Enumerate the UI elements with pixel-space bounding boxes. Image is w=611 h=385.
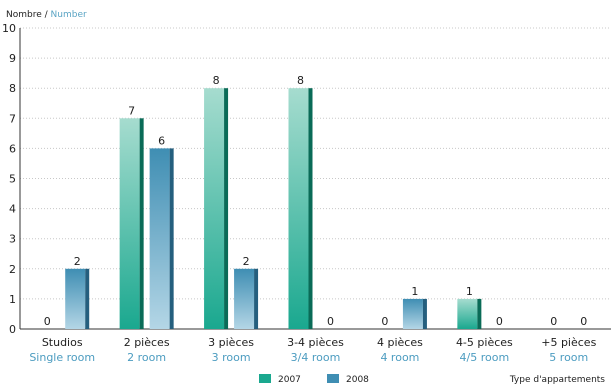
value-label-2007: 0 <box>550 315 557 328</box>
y-tick-label: 5 <box>9 173 16 186</box>
y-tick-label: 2 <box>9 263 16 276</box>
bar-2007 <box>457 298 478 329</box>
bar-edge-2007 <box>224 88 229 329</box>
category-label-en: Single room <box>29 351 95 364</box>
category-label-fr: 4 pièces <box>377 336 423 349</box>
bar-2007 <box>204 88 225 329</box>
category-label-en: 5 room <box>549 351 588 364</box>
y-tick-label: 1 <box>9 293 16 306</box>
category-label-en: 4/5 room <box>460 351 510 364</box>
y-tick-label: 7 <box>9 112 16 125</box>
value-label-2008: 1 <box>411 285 418 298</box>
value-label-2008: 2 <box>74 255 81 268</box>
legend-swatch-2007 <box>259 374 271 383</box>
bar-2008 <box>402 298 423 329</box>
value-label-2007: 8 <box>297 74 304 87</box>
bar-edge-2008 <box>422 298 427 329</box>
y-tick-label: 4 <box>9 203 16 216</box>
bar-edge-2008 <box>169 148 174 329</box>
bars <box>65 88 482 329</box>
value-label-2007: 1 <box>466 285 473 298</box>
category-label-fr: 3 pièces <box>208 336 254 349</box>
value-label-2008: 0 <box>496 315 503 328</box>
y-tick-label: 0 <box>9 323 16 336</box>
bar-2008 <box>149 148 170 329</box>
value-labels: 0 2 7 6 8 2 8 0 0 1 1 0 0 0 <box>44 74 588 328</box>
legend-label-2007: 2007 <box>278 375 301 385</box>
y-tick-label: 3 <box>9 233 16 246</box>
y-tick-label: 8 <box>9 82 16 95</box>
y-axis-title-fr: Nombre <box>6 10 42 20</box>
category-label-fr: 3-4 pièces <box>287 336 344 349</box>
bar-edge-2007 <box>139 118 144 329</box>
legend-swatch-2008 <box>327 374 339 383</box>
value-label-2008: 0 <box>327 315 334 328</box>
value-label-2007: 8 <box>213 74 220 87</box>
category-label-fr: 4-5 pièces <box>456 336 513 349</box>
bar-2008 <box>234 268 255 329</box>
value-label-2008: 0 <box>580 315 587 328</box>
category-label-en: 3/4 room <box>291 351 341 364</box>
y-axis-title-separator: / <box>42 10 51 20</box>
category-label-en: 2 room <box>127 351 166 364</box>
value-label-2008: 6 <box>158 134 165 147</box>
category-label-fr: Studios <box>42 336 83 349</box>
bar-2007 <box>119 118 140 329</box>
bar-2007 <box>288 88 309 329</box>
category-label-fr: +5 pièces <box>541 336 596 349</box>
value-label-2007: 0 <box>44 315 51 328</box>
value-label-2007: 7 <box>128 104 135 117</box>
legend: 2007 2008 <box>259 374 369 385</box>
y-axis-ticks: 0 1 2 3 4 5 6 7 8 9 10 <box>2 22 16 336</box>
y-tick-label: 6 <box>9 142 16 155</box>
x-axis-title: Type d'appartements <box>509 375 605 385</box>
bar-edge-2008 <box>254 268 259 329</box>
y-axis-title: Nombre / Number <box>6 10 87 20</box>
category-label-fr: 2 pièces <box>124 336 170 349</box>
bar-edge-2007 <box>308 88 313 329</box>
category-label-en: 4 room <box>380 351 419 364</box>
y-tick-label: 10 <box>2 22 16 35</box>
value-label-2008: 2 <box>243 255 250 268</box>
legend-label-2008: 2008 <box>346 375 369 385</box>
bar-edge-2007 <box>477 298 482 329</box>
x-axis-categories: Studios Single room 2 pièces 2 room 3 pièces… <box>29 336 596 364</box>
gridlines <box>20 27 611 300</box>
bar-edge-2008 <box>85 268 90 329</box>
y-tick-label: 9 <box>9 52 16 65</box>
bar-2008 <box>65 268 86 329</box>
category-label-en: 3 room <box>212 351 251 364</box>
value-label-2007: 0 <box>381 315 388 328</box>
y-axis-title-en: Number <box>51 10 87 20</box>
